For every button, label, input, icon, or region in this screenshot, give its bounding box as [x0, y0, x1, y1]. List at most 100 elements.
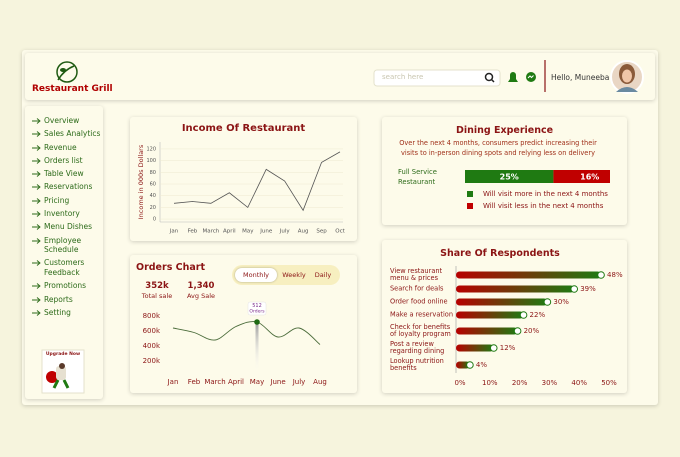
- nav-label[interactable]: Overview: [44, 116, 80, 125]
- bar-value-label: 12%: [500, 344, 516, 352]
- tab[interactable]: Monthly: [235, 268, 277, 282]
- bar-segment: [553, 170, 610, 183]
- nav-label[interactable]: Pricing: [44, 195, 70, 205]
- nav-arrow: [32, 310, 41, 316]
- bar: [456, 311, 524, 319]
- nav-label[interactable]: Customers Feedback: [44, 258, 85, 277]
- nav-label[interactable]: Reservations: [44, 182, 93, 192]
- nav-arrow: [32, 171, 41, 178]
- bar-value-label: 20%: [524, 327, 540, 335]
- nav-arrow: [32, 237, 41, 244]
- nav-label[interactable]: Promotions: [44, 281, 87, 291]
- y-tick-label: 0: [153, 217, 156, 223]
- x-tick-label: Aug: [298, 229, 309, 235]
- upgrade-card[interactable]: [41, 349, 85, 394]
- x-tick-label: Feb: [188, 229, 198, 235]
- legend-label: Will visit more in the next 4 months: [483, 190, 608, 198]
- legend-swatch: [467, 203, 473, 209]
- x-tick-label: March: [202, 229, 219, 235]
- nav-item[interactable]: Sales Analytics: [32, 129, 102, 139]
- x-tick-label: July: [292, 378, 306, 386]
- bar-segment: [465, 170, 554, 183]
- search-box[interactable]: [373, 69, 501, 87]
- nav-arrow: [32, 118, 41, 124]
- tab[interactable]: Daily: [314, 271, 332, 279]
- bar-category-label: Make a reservation: [390, 310, 454, 319]
- annotation-box: [247, 301, 267, 316]
- nav-label[interactable]: Table View: [44, 169, 84, 179]
- y-tick-label: 120: [146, 146, 156, 152]
- nav-item[interactable]: Setting: [32, 308, 102, 318]
- nav-item[interactable]: Table View: [32, 169, 102, 179]
- annotation-label: Orders: [249, 309, 265, 315]
- bar-end-marker: [513, 327, 522, 335]
- stat-value: 1,340: [187, 281, 215, 291]
- x-tick-label: May: [242, 229, 254, 235]
- nav-arrow: [32, 131, 41, 138]
- nav-item[interactable]: Customers Feedback: [32, 258, 102, 277]
- nav-item[interactable]: Employee Schedule: [32, 236, 102, 255]
- avatar[interactable]: [610, 60, 644, 94]
- nav-arrow: [32, 224, 41, 231]
- nav-item[interactable]: Reports: [32, 295, 102, 305]
- y-tick-label: 200k: [143, 357, 161, 365]
- x-tick-label: March: [204, 378, 225, 386]
- bar-category: Full Service Restaurant: [398, 168, 437, 186]
- nav-list: Overview Sales Analytics Revenue Orders lis…: [32, 116, 102, 321]
- nav-label[interactable]: Employee Schedule: [44, 235, 82, 255]
- bar-value-label: 48%: [607, 271, 623, 279]
- nav-arrow: [32, 158, 41, 164]
- nav-label[interactable]: Inventory: [44, 209, 80, 219]
- nav-item[interactable]: Revenue: [32, 143, 102, 153]
- annotation-marker: [254, 319, 260, 325]
- bar: [456, 344, 494, 352]
- bar-end-marker: [597, 271, 605, 279]
- nav-label[interactable]: Menu Dishes: [44, 222, 93, 232]
- nav-item[interactable]: Orders list: [32, 156, 102, 166]
- nav-item[interactable]: Reservations: [32, 182, 102, 192]
- search-icon[interactable]: [484, 72, 494, 82]
- nav-item[interactable]: Promotions: [32, 281, 102, 291]
- nav-item[interactable]: Menu Dishes: [32, 222, 102, 232]
- nav-item[interactable]: Pricing: [32, 196, 102, 206]
- bar-end-marker: [466, 361, 474, 369]
- y-axis-label: Income in 000s Dollars: [137, 144, 145, 219]
- bar-value-label: 4%: [476, 361, 487, 369]
- y-tick-label: 40: [150, 193, 156, 199]
- subtitle: Over the next 4 months, consumers predic…: [399, 139, 597, 157]
- nav-arrow: [32, 211, 41, 217]
- bar: [456, 271, 602, 279]
- nav-arrow: [32, 260, 41, 267]
- bar-category-label: Search for deals: [390, 284, 444, 293]
- nav-label[interactable]: Orders list: [44, 155, 83, 165]
- bar-category-label: View restaurant menu & prices: [390, 267, 443, 282]
- nav-item[interactable]: Inventory: [32, 209, 102, 219]
- x-tick-label: 30%: [542, 379, 558, 387]
- legend-label: Will visit less in the next 4 months: [483, 202, 604, 210]
- nav-label[interactable]: Sales Analytics: [44, 129, 101, 139]
- upgrade-label[interactable]: Upgrade Now: [45, 352, 81, 357]
- bar-value-label: 22%: [530, 311, 546, 319]
- bar-category-label: Lookup nutrition benefits: [390, 357, 444, 372]
- legend-swatch: [467, 191, 473, 197]
- nav-label[interactable]: Revenue: [44, 142, 77, 152]
- bar-category-label: Post a review regarding dining: [390, 340, 445, 355]
- nav-label[interactable]: Setting: [44, 307, 71, 317]
- tab[interactable]: Weekly: [282, 271, 306, 279]
- y-tick-label: 80: [150, 170, 156, 176]
- search-placeholder[interactable]: search here: [382, 73, 424, 81]
- x-tick-label: 10%: [482, 379, 498, 387]
- y-tick-label: 400k: [143, 342, 161, 350]
- bar-value-label: 30%: [553, 298, 569, 306]
- x-tick-label: May: [250, 378, 264, 386]
- nav-label[interactable]: Reports: [44, 294, 73, 304]
- nav-item[interactable]: Overview: [32, 116, 102, 126]
- stat-label: Total sale: [141, 292, 173, 300]
- bar-value-label: 39%: [580, 285, 596, 293]
- x-tick-label: Feb: [188, 378, 201, 386]
- x-tick-label: 20%: [512, 379, 528, 387]
- x-tick-label: Jan: [167, 378, 179, 386]
- x-tick-label: Jan: [169, 229, 179, 235]
- income-line: [173, 151, 341, 212]
- bell-icon[interactable]: [508, 72, 518, 82]
